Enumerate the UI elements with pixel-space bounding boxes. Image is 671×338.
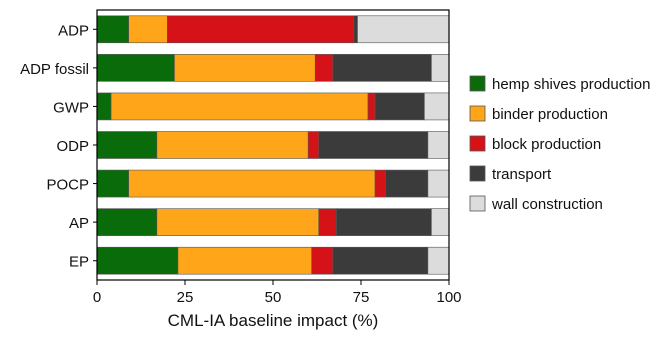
bar-segment-1-3 — [167, 15, 355, 44]
bar-segment-6-4 — [336, 208, 432, 236]
bar-segment-1-1 — [96, 15, 129, 44]
bar-segment-6-3 — [318, 208, 337, 236]
category-label-3: GWP — [53, 99, 89, 116]
bar-segment-6-2 — [156, 208, 320, 236]
bar-segment-2-1 — [96, 54, 175, 82]
bar-segment-3-5 — [424, 92, 450, 121]
bar-segment-7-5 — [427, 246, 450, 275]
bar-segment-6-1 — [96, 208, 158, 236]
bar-segment-4-5 — [427, 131, 450, 159]
legend-swatch-2 — [469, 105, 486, 122]
bar-segment-3-4 — [374, 92, 425, 121]
x-tick-label-4: 75 — [353, 289, 370, 306]
category-label-2: ADP fossil — [20, 61, 89, 78]
x-tick-label-2: 25 — [177, 289, 194, 306]
bar-segment-2-3 — [314, 54, 334, 82]
category-label-7: EP — [69, 254, 89, 271]
bar-segment-5-3 — [374, 169, 386, 198]
bar-segment-7-4 — [332, 246, 429, 275]
axis-layer: ADP ADP fossil GWP ODP POCP AP EP 0 25 50 75 100 — [20, 9, 462, 306]
legend: hemp shives production binder production b… — [469, 75, 650, 213]
legend-swatch-3 — [469, 135, 486, 152]
x-tick-label-3: 50 — [265, 289, 282, 306]
bar-segment-3-1 — [96, 92, 112, 121]
bar-segment-4-3 — [307, 131, 320, 159]
legend-label-4: transport — [492, 166, 552, 183]
bar-segment-4-1 — [96, 131, 158, 159]
bar-segment-5-2 — [128, 169, 376, 198]
legend-swatch-1 — [469, 75, 486, 92]
x-tick-label-1: 0 — [93, 289, 101, 306]
bar-segment-6-5 — [431, 208, 450, 236]
bar-segment-5-5 — [427, 169, 450, 198]
legend-swatch-4 — [469, 165, 486, 182]
bar-segment-4-2 — [156, 131, 309, 159]
bar-segment-2-4 — [332, 54, 432, 82]
bar-segment-1-2 — [128, 15, 168, 44]
bar-segment-4-4 — [318, 131, 429, 159]
bar-segment-1-4 — [353, 15, 358, 44]
bar-segment-2-2 — [174, 54, 316, 82]
legend-label-3: block production — [492, 136, 601, 153]
bar-segment-7-2 — [177, 246, 313, 275]
x-tick-label-5: 100 — [436, 289, 461, 306]
bars-layer — [96, 15, 450, 275]
legend-label-5: wall construction — [491, 196, 603, 213]
legend-label-1: hemp shives production — [492, 76, 650, 93]
category-label-6: AP — [69, 215, 89, 232]
bar-segment-5-4 — [385, 169, 429, 198]
category-label-5: POCP — [46, 177, 89, 194]
bar-segment-7-1 — [96, 246, 179, 275]
bar-segment-1-5 — [357, 15, 450, 44]
x-axis-title: CML-IA baseline impact (%) — [168, 311, 379, 330]
bar-segment-2-5 — [431, 54, 450, 82]
legend-swatch-5 — [469, 195, 486, 212]
category-label-1: ADP — [58, 22, 89, 39]
bar-segment-5-1 — [96, 169, 129, 198]
category-label-4: ODP — [56, 138, 89, 155]
bar-segment-3-3 — [367, 92, 376, 121]
bar-segment-3-2 — [110, 92, 369, 121]
bar-segment-7-3 — [311, 246, 334, 275]
legend-label-2: binder production — [492, 106, 608, 123]
